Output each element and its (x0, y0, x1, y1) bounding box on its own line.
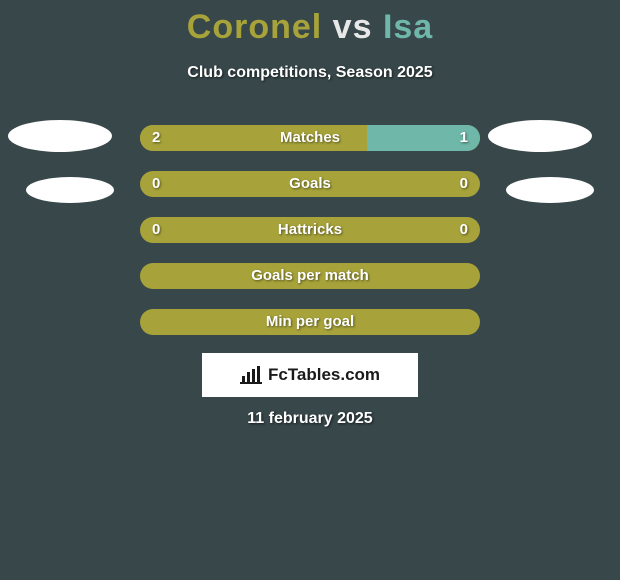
stat-row: Min per goal (140, 309, 480, 335)
comparison-card: Coronel vs Isa Club competitions, Season… (0, 0, 620, 580)
date-text: 11 february 2025 (0, 410, 620, 428)
silhouette-ellipse (506, 177, 594, 203)
stat-value-right: 1 (460, 125, 468, 151)
stat-label: Goals per match (140, 263, 480, 289)
stat-row: Matches2 1 (140, 125, 480, 151)
stat-value-left: 0 (152, 171, 160, 197)
bar-chart-icon (240, 366, 262, 384)
brand-badge: FcTables.com (202, 353, 418, 397)
brand-text: FcTables.com (268, 365, 380, 385)
stat-row: Goals per match (140, 263, 480, 289)
title-vs: vs (322, 8, 383, 46)
page-title: Coronel vs Isa (0, 8, 620, 47)
stat-label: Goals (140, 171, 480, 197)
silhouette-ellipse (26, 177, 114, 203)
silhouette-ellipse (8, 120, 112, 152)
stat-value-left: 2 (152, 125, 160, 151)
stat-value-right: 0 (460, 217, 468, 243)
player2-name: Isa (383, 8, 433, 46)
stat-label: Hattricks (140, 217, 480, 243)
stat-value-right: 0 (460, 171, 468, 197)
stats-region: Matches21Goals00Hattricks00Goals per mat… (140, 125, 480, 355)
stat-label: Matches (140, 125, 480, 151)
stat-value-left: 0 (152, 217, 160, 243)
stat-label: Min per goal (140, 309, 480, 335)
stat-row: Goals0 0 (140, 171, 480, 197)
player1-name: Coronel (187, 8, 322, 46)
silhouette-ellipse (488, 120, 592, 152)
stat-row: Hattricks0 0 (140, 217, 480, 243)
subtitle: Club competitions, Season 2025 (0, 64, 620, 82)
